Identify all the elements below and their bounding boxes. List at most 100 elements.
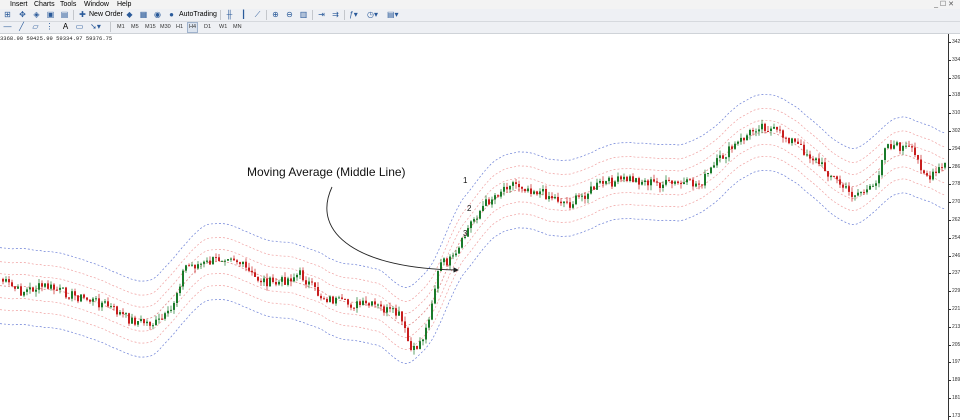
candle-body [515,182,517,184]
toolbar-separator [220,10,221,20]
candle-body [290,278,292,282]
candle-body [221,260,223,262]
channel-icon[interactable]: ▱ [32,22,39,31]
candle-body [851,191,853,197]
trendline-icon[interactable]: ╱ [19,22,24,31]
candle-body [425,327,427,340]
text-tool-icon[interactable]: A [62,22,69,31]
candle-body [614,181,616,187]
timeframe-w1[interactable]: W1 [219,24,228,30]
new-order-icon[interactable]: ✚ [79,10,86,19]
fibonacci-icon[interactable]: ⋮ [45,22,54,31]
candle-body [437,271,439,289]
candle-body [761,123,763,130]
main-toolbar: ⊞ ✥ ◈ ▣ ▤ ✚ New Order ◆ ▦ ◉ ● AutoTradin… [0,9,960,22]
candle-body [674,181,676,184]
candle-body [83,294,85,298]
data-window-icon[interactable]: ▣ [46,10,55,19]
timeframe-m5[interactable]: M5 [131,24,139,30]
strategy-tester-icon[interactable]: ◉ [154,10,161,19]
candle-body [803,144,805,155]
shapes-icon[interactable]: ➘▾ [90,22,101,31]
candle-body [896,142,898,146]
label-tool-icon[interactable]: ▭ [75,22,84,31]
timeframe-h4[interactable]: H4 [186,22,199,33]
candle-body [170,309,172,311]
menu-insert[interactable]: Insert [10,1,28,8]
candle-body [164,313,166,319]
candle-body [587,193,589,199]
timeframe-d1[interactable]: D1 [204,24,212,30]
candle-body [158,318,160,320]
candle-body [401,311,403,322]
timeframe-h1[interactable]: H1 [176,24,184,30]
chart-shift-icon[interactable]: ⇥ [318,10,325,19]
menu-tools[interactable]: Tools [60,1,77,8]
zoom-out-icon[interactable]: ⊖ [286,10,293,19]
candle-body [173,303,175,310]
menu-window[interactable]: Window [84,1,109,8]
candle-body [548,196,550,200]
crosshair-icon[interactable]: — [3,22,12,31]
candle-body [914,147,916,155]
candle-body [398,311,400,316]
chart-window[interactable] [0,34,948,420]
price-tick-label: 197 [948,359,960,366]
new-order-button[interactable]: New Order [89,11,123,18]
indicators-icon[interactable]: ƒ▾ [349,10,358,19]
autotrading-button[interactable]: AutoTrading [179,11,217,18]
market-watch-icon[interactable]: ◈ [33,10,40,19]
candle-body [944,163,946,168]
profiles-icon[interactable]: ✥ [19,10,26,19]
candle-body [920,159,922,171]
candle-body [152,325,154,327]
auto-scroll-icon[interactable]: ⇉ [332,10,339,19]
candle-body [395,308,397,316]
candle-body [599,181,601,183]
menu-charts[interactable]: Charts [34,1,55,8]
timeframe-m30[interactable]: M30 [160,24,171,30]
candle-body [194,264,196,269]
timeframe-m1[interactable]: M1 [117,24,125,30]
price-tick-label: 270 [948,199,960,206]
menu-help[interactable]: Help [117,1,132,8]
upper-inner-band [0,120,946,314]
price-chart[interactable] [0,34,948,420]
candle-body [608,177,610,182]
new-chart-icon[interactable]: ⊞ [4,10,11,19]
line-chart-icon[interactable]: ⟋ [254,10,261,19]
price-axis[interactable]: 342 334 326 318 310 302 294 286 278 270 262 254 246 2… [948,34,960,420]
candle-body [104,301,106,303]
bar-chart-icon[interactable]: ╫ [226,10,233,19]
candle-body [101,302,103,308]
candlestick-icon[interactable]: ┃ [241,10,246,19]
periods-icon[interactable]: ◷▾ [367,10,378,19]
candle-body [107,301,109,307]
candle-body [62,287,64,289]
candle-body [704,173,706,186]
candle-body [443,258,445,263]
candle-body [77,295,79,302]
candle-body [227,259,229,261]
candle-body [806,154,808,156]
metaeditor-icon[interactable]: ◆ [126,10,133,19]
tile-windows-icon[interactable]: ▥ [299,10,308,19]
candle-body [116,306,118,315]
candle-body [710,167,712,174]
candle-body [245,261,247,268]
window-controls[interactable]: _ ☐ ✕ [934,1,954,8]
drawing-toolbar: — ╱ ▱ ⋮ A ▭ ➘▾ M1 M5 M15 M30 H1 H4 D1 W1… [0,22,960,34]
timeframe-mn[interactable]: MN [233,24,242,30]
candle-body [521,187,523,189]
candle-body [770,128,772,131]
candle-body [362,300,364,305]
terminal-icon[interactable]: ▦ [139,10,148,19]
timeframe-m15[interactable]: M15 [145,24,156,30]
candle-body [305,280,307,285]
candle-body [86,297,88,300]
zoom-in-icon[interactable]: ⊕ [272,10,279,19]
autotrading-icon[interactable]: ● [169,10,174,19]
templates-icon[interactable]: ▤▾ [387,10,399,19]
candle-body [752,130,754,132]
navigator-icon[interactable]: ▤ [60,10,69,19]
